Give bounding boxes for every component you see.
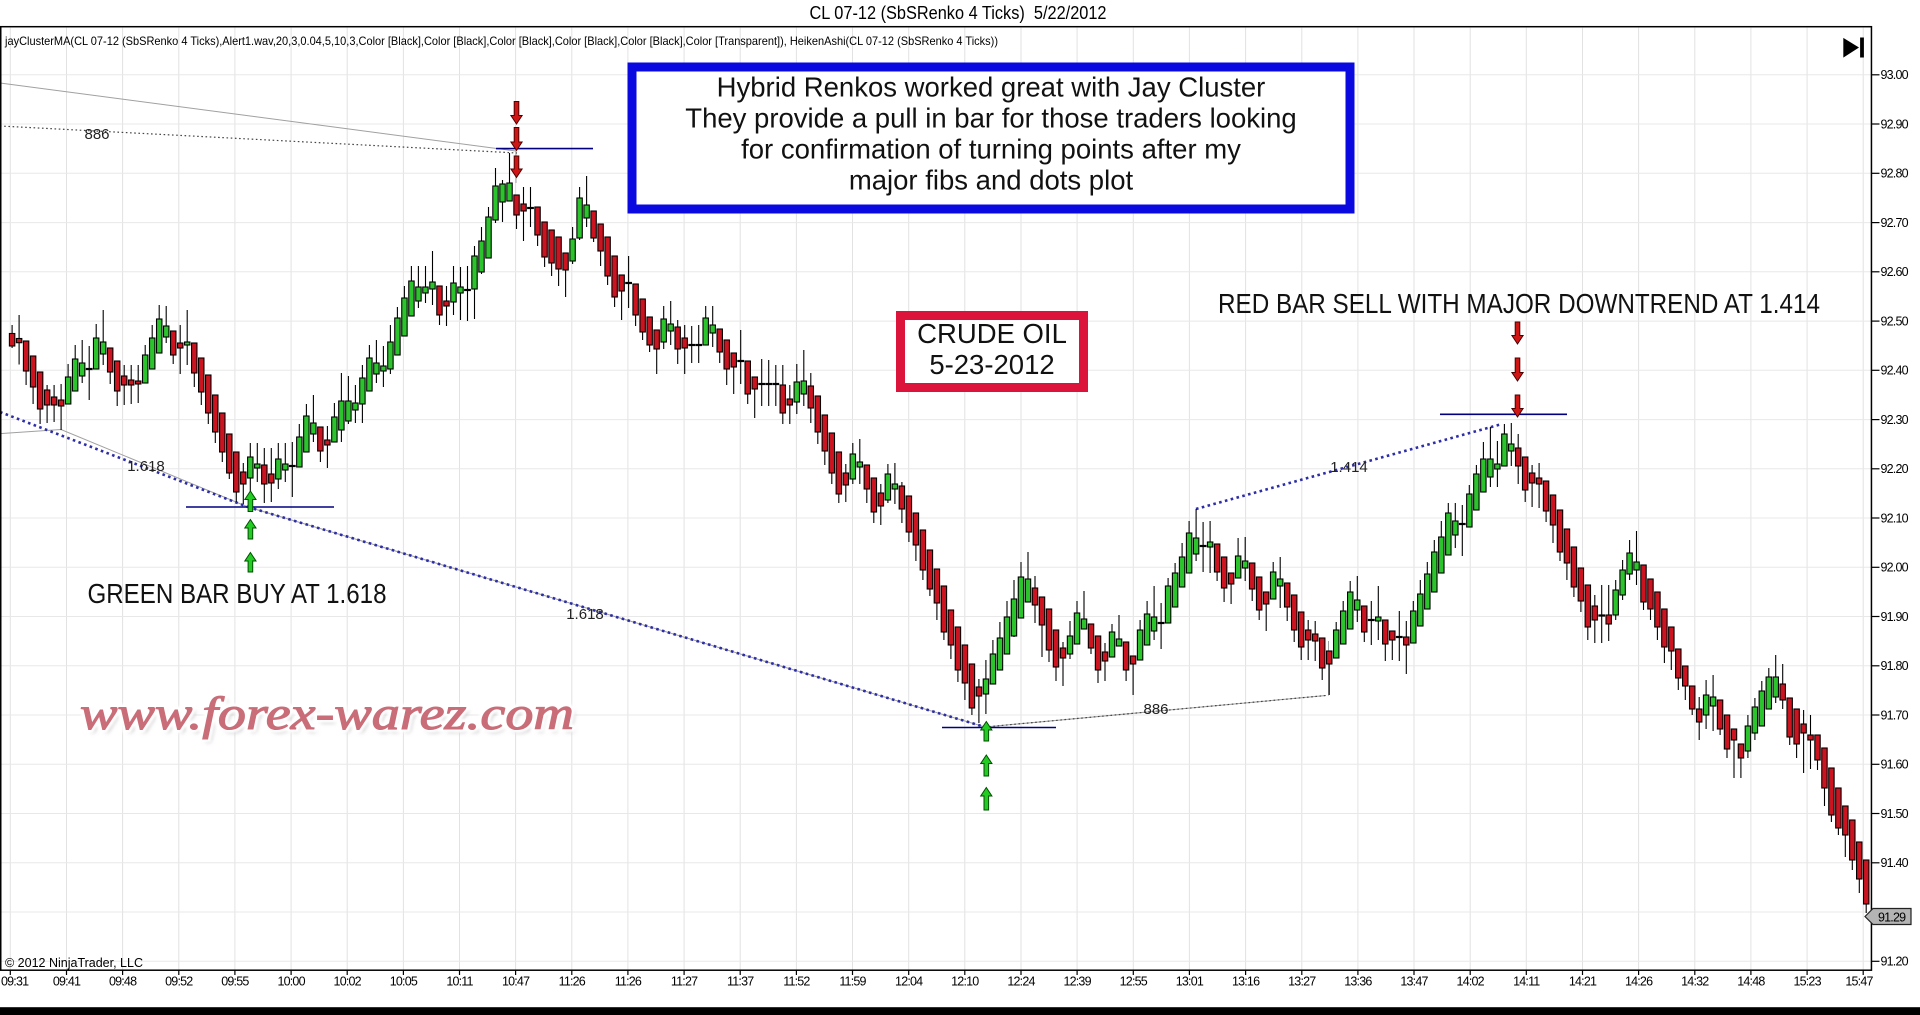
svg-text:14:48: 14:48	[1737, 975, 1765, 989]
svg-text:14:32: 14:32	[1681, 975, 1709, 989]
svg-text:92.80: 92.80	[1881, 167, 1909, 181]
svg-text:1.618: 1.618	[127, 458, 165, 475]
svg-text:© 2012 NinjaTrader, LLC: © 2012 NinjaTrader, LLC	[5, 956, 143, 970]
svg-text:11:26: 11:26	[559, 975, 586, 989]
svg-text:10:05: 10:05	[390, 975, 418, 989]
svg-text:10:47: 10:47	[502, 975, 530, 989]
svg-text:91.80: 91.80	[1881, 659, 1909, 673]
svg-text:jayClusterMA(CL 07-12 (SbSRenk: jayClusterMA(CL 07-12 (SbSRenko 4 Ticks)…	[4, 34, 998, 48]
svg-text:13:01: 13:01	[1176, 975, 1204, 989]
svg-text:91.29: 91.29	[1878, 911, 1906, 925]
svg-text:12:55: 12:55	[1120, 975, 1148, 989]
svg-text:13:16: 13:16	[1232, 975, 1260, 989]
svg-text:92.20: 92.20	[1881, 462, 1909, 476]
svg-text:15:47: 15:47	[1845, 975, 1873, 989]
svg-text:14:21: 14:21	[1569, 975, 1597, 989]
svg-text:CRUDE OIL: CRUDE OIL	[917, 318, 1067, 349]
svg-text:91.90: 91.90	[1881, 610, 1909, 624]
svg-text:11:59: 11:59	[839, 975, 866, 989]
svg-text:93.00: 93.00	[1881, 68, 1909, 82]
svg-text:13:47: 13:47	[1400, 975, 1428, 989]
svg-text:10:11: 10:11	[446, 975, 473, 989]
svg-text:Hybrid Renkos worked great wit: Hybrid Renkos worked great with Jay Clus…	[717, 72, 1266, 103]
svg-text:www.forex-warez.com: www.forex-warez.com	[80, 688, 574, 740]
svg-text:13:27: 13:27	[1288, 975, 1316, 989]
svg-text:91.20: 91.20	[1881, 955, 1909, 969]
svg-text:major fibs and dots plot: major fibs and dots plot	[849, 165, 1134, 196]
svg-text:5-23-2012: 5-23-2012	[929, 349, 1054, 380]
svg-text:GREEN BAR BUY AT 1.618: GREEN BAR BUY AT 1.618	[88, 578, 387, 609]
svg-text:12:10: 12:10	[951, 975, 979, 989]
svg-text:14:11: 14:11	[1513, 975, 1540, 989]
svg-text:1.618: 1.618	[566, 606, 604, 623]
svg-text:11:27: 11:27	[671, 975, 698, 989]
svg-text:1.414: 1.414	[1330, 459, 1368, 476]
svg-text:for confirmation of turning po: for confirmation of turning points after…	[741, 134, 1241, 165]
svg-text:92.40: 92.40	[1881, 364, 1909, 378]
svg-text:www.forex-warez.com: www.forex-warez.com	[80, 688, 574, 740]
svg-text:12:04: 12:04	[895, 975, 923, 989]
svg-text:92.90: 92.90	[1881, 117, 1909, 131]
svg-text:886: 886	[1143, 701, 1168, 718]
svg-text:92.60: 92.60	[1881, 265, 1909, 279]
svg-text:886: 886	[84, 126, 109, 143]
svg-text:92.70: 92.70	[1881, 216, 1909, 230]
svg-text:92.30: 92.30	[1881, 413, 1909, 427]
svg-text:92.00: 92.00	[1881, 561, 1909, 575]
svg-text:09:48: 09:48	[109, 975, 137, 989]
svg-text:09:52: 09:52	[165, 975, 193, 989]
svg-text:14:02: 14:02	[1457, 975, 1485, 989]
svg-text:09:31: 09:31	[1, 975, 29, 989]
svg-text:11:37: 11:37	[727, 975, 754, 989]
svg-text:91.50: 91.50	[1881, 807, 1909, 821]
svg-text:15:23: 15:23	[1793, 975, 1821, 989]
svg-text:10:00: 10:00	[277, 975, 305, 989]
svg-text:11:52: 11:52	[783, 975, 810, 989]
svg-text:11:26: 11:26	[615, 975, 642, 989]
svg-text:12:39: 12:39	[1063, 975, 1091, 989]
svg-text:13:36: 13:36	[1344, 975, 1372, 989]
svg-text:RED BAR SELL WITH MAJOR DOWNTR: RED BAR SELL WITH MAJOR DOWNTREND AT 1.4…	[1218, 288, 1820, 319]
svg-text:09:55: 09:55	[221, 975, 249, 989]
svg-text:They provide a pull in bar for: They provide a pull in bar for those tra…	[685, 103, 1296, 134]
svg-text:14:26: 14:26	[1625, 975, 1653, 989]
svg-text:92.50: 92.50	[1881, 314, 1909, 328]
svg-text:92.10: 92.10	[1881, 511, 1909, 525]
svg-text:91.70: 91.70	[1881, 708, 1909, 722]
svg-text:www.forex-warez.com: www.forex-warez.com	[80, 688, 574, 740]
svg-text:10:02: 10:02	[334, 975, 362, 989]
svg-text:CL 07-12 (SbSRenko 4 Ticks) 5: CL 07-12 (SbSRenko 4 Ticks) 5/22/2012	[810, 3, 1107, 23]
svg-text:12:24: 12:24	[1007, 975, 1035, 989]
svg-text:09:41: 09:41	[53, 975, 81, 989]
svg-text:91.60: 91.60	[1881, 758, 1909, 772]
svg-text:91.40: 91.40	[1881, 856, 1909, 870]
